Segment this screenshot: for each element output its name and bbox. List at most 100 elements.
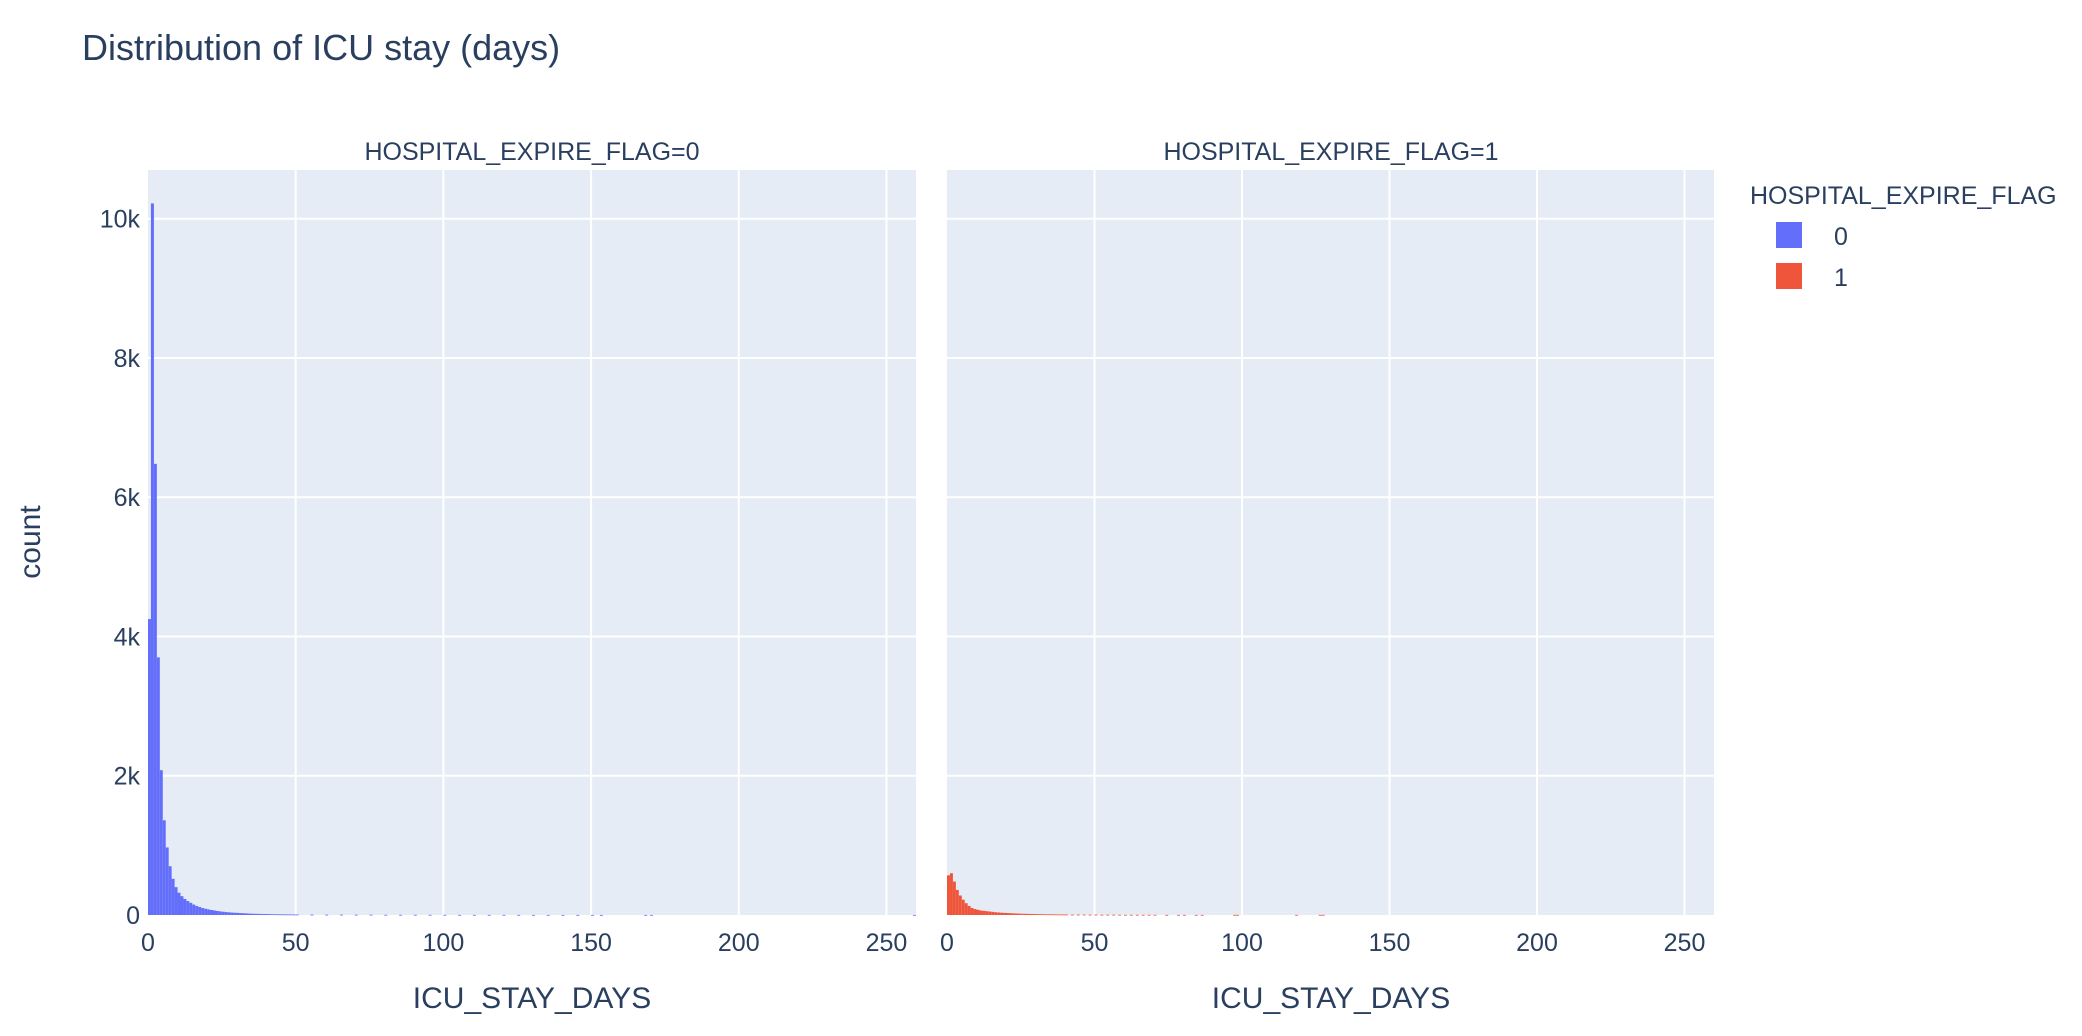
histogram-bar <box>1023 913 1027 915</box>
histogram-bar <box>159 770 163 915</box>
histogram-bar <box>207 909 211 915</box>
histogram-bar <box>384 914 388 916</box>
histogram-bar <box>266 914 270 915</box>
histogram-bar <box>242 913 246 915</box>
histogram-bar <box>1129 914 1133 916</box>
legend-label: 0 <box>1834 223 1848 251</box>
histogram-bar <box>964 903 968 915</box>
x-tick-label: 0 <box>141 929 155 957</box>
histogram-bar <box>517 914 521 916</box>
y-axis-ticks: 0 2k 4k 6k 8k 10k <box>100 206 141 930</box>
legend-item-0[interactable]: 0 <box>1776 222 1848 251</box>
histogram-bar <box>283 914 287 916</box>
histogram-bars <box>148 203 916 916</box>
histogram-bar <box>289 914 293 916</box>
histogram-bar <box>546 914 550 916</box>
histogram-bar <box>913 914 916 916</box>
histogram-bar <box>260 913 264 915</box>
histogram-bar <box>263 914 267 915</box>
histogram-bar <box>1295 914 1299 916</box>
histogram-bar <box>1141 914 1145 916</box>
histogram-bar <box>458 914 462 916</box>
histogram-bar <box>251 913 255 915</box>
histogram-bar <box>599 914 603 916</box>
histogram-bar <box>949 873 953 915</box>
histogram-bar <box>1050 914 1054 916</box>
histogram-bar <box>1032 914 1036 915</box>
legend-swatch <box>1776 222 1802 248</box>
histogram-bar <box>1000 912 1004 915</box>
histogram-bar <box>162 820 166 915</box>
legend: HOSPITAL_EXPIRE_FLAG 0 1 <box>1750 182 2057 292</box>
histogram-bar <box>1194 914 1198 916</box>
histogram-bars <box>947 873 1325 916</box>
histogram-bar <box>961 899 965 915</box>
histogram-bar <box>1112 914 1116 916</box>
histogram-bar <box>1041 914 1045 916</box>
histogram-bar <box>221 911 225 915</box>
histogram-bar <box>310 914 314 916</box>
histogram-bar <box>292 914 296 916</box>
x-tick-label: 200 <box>718 929 760 957</box>
histogram-bar <box>428 914 432 916</box>
histogram-bar <box>186 901 190 915</box>
histogram-bar <box>472 914 476 916</box>
histogram-bar <box>369 914 373 916</box>
histogram-bar <box>183 898 187 915</box>
plot-background <box>947 170 1714 915</box>
histogram-bar <box>970 908 974 915</box>
histogram-bar <box>230 912 234 915</box>
histogram-bar <box>502 914 506 916</box>
histogram-bar <box>1153 914 1157 916</box>
histogram-bar <box>1020 913 1024 915</box>
histogram-bar <box>1100 914 1104 916</box>
histogram-bar <box>1177 914 1181 916</box>
histogram-bar <box>201 908 205 915</box>
histogram-bar <box>1014 913 1018 915</box>
x-tick-label: 50 <box>282 929 310 957</box>
histogram-bar <box>165 847 169 915</box>
x-tick-label: 150 <box>1369 929 1411 957</box>
histogram-bar <box>174 887 178 915</box>
y-tick-label: 8k <box>114 345 141 373</box>
histogram-bar <box>1200 914 1204 916</box>
histogram-bar <box>1070 914 1074 916</box>
histogram-bar <box>1106 914 1110 916</box>
histogram-bar <box>236 912 240 915</box>
histogram-bar <box>1135 914 1139 916</box>
histogram-bar <box>561 914 565 916</box>
histogram-bar <box>1003 912 1006 915</box>
histogram-bar <box>1088 914 1092 916</box>
histogram-bar <box>204 908 208 915</box>
histogram-bar <box>233 912 237 915</box>
gridlines <box>947 170 1714 915</box>
histogram-bar <box>1026 913 1030 915</box>
histogram-bar <box>254 913 258 915</box>
legend-swatch <box>1776 263 1802 289</box>
y-tick-label: 0 <box>126 902 140 930</box>
histogram-bar <box>1118 914 1122 916</box>
histogram-bar <box>156 657 160 915</box>
histogram-bar <box>248 913 252 915</box>
legend-item-1[interactable]: 1 <box>1776 263 1848 292</box>
histogram-bar <box>994 912 998 915</box>
panel-flag-1: 0 50 100 150 200 250 HOSPITAL_EXPIRE_FLAG=1 I… <box>940 138 1714 1015</box>
histogram-bar <box>277 914 281 916</box>
plot-background <box>148 170 916 915</box>
histogram-bar <box>487 914 491 916</box>
histogram-bar <box>218 911 222 915</box>
x-tick-label: 100 <box>1221 929 1263 957</box>
histogram-bar <box>180 896 184 915</box>
histogram-bar <box>1006 913 1009 915</box>
histogram-bar <box>650 914 654 916</box>
histogram-bar <box>1082 914 1086 916</box>
histogram-bar <box>1236 914 1240 916</box>
histogram-bar <box>198 906 202 915</box>
histogram-bar <box>1053 914 1057 916</box>
gridlines <box>148 170 916 915</box>
histogram-bar <box>973 909 977 915</box>
histogram-bar <box>1062 914 1065 916</box>
y-tick-label: 2k <box>114 763 141 791</box>
histogram-bar <box>239 913 243 915</box>
